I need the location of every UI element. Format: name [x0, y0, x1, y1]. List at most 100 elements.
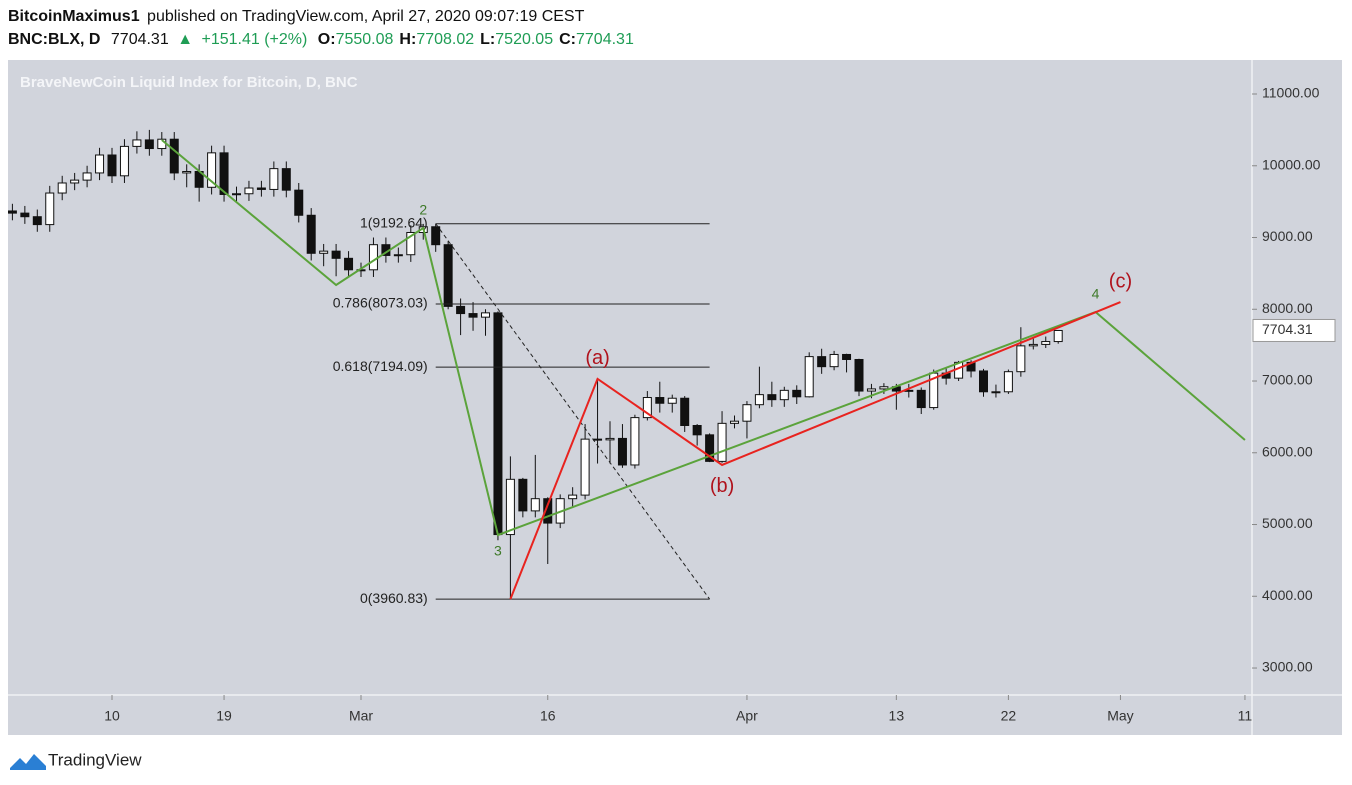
candle-body	[244, 187, 254, 195]
candle-body	[294, 189, 304, 216]
candle-body	[431, 226, 441, 246]
candle-body	[70, 179, 80, 184]
candle-body	[393, 254, 403, 257]
candle-body	[8, 210, 17, 214]
candle-body	[817, 356, 827, 368]
ohlc-key: C:	[559, 31, 576, 48]
candle-body	[468, 313, 478, 318]
ohlc-value: 7704.31	[576, 31, 634, 48]
candle-body	[667, 397, 677, 404]
y-tick-label: 4000.00	[1262, 587, 1313, 603]
y-tick-label: 3000.00	[1262, 659, 1313, 675]
wave-line	[161, 139, 1246, 537]
candle-body	[767, 394, 777, 401]
candle-body	[107, 154, 117, 177]
x-tick-label: Mar	[349, 708, 373, 724]
candle-body	[692, 425, 702, 436]
candle-body	[543, 498, 553, 524]
candle-body	[456, 305, 466, 315]
header-line: BitcoinMaximus1 published on TradingView…	[8, 8, 585, 25]
ohlc-value: 7708.02	[416, 31, 474, 48]
candle-body	[655, 397, 665, 404]
candle-body	[991, 391, 1001, 394]
price: 7704.31	[111, 31, 169, 48]
candle-body	[1053, 329, 1063, 343]
ohlc-key: O:	[318, 31, 336, 48]
candle-body	[281, 168, 291, 191]
candle-body	[119, 145, 129, 177]
candle-body	[916, 389, 926, 409]
candle-body	[680, 397, 690, 427]
candle-body	[879, 386, 889, 390]
candle-body	[219, 152, 229, 195]
wave-line	[509, 301, 1121, 600]
author: BitcoinMaximus1	[8, 8, 140, 25]
candle-body	[979, 370, 988, 393]
candle-body	[1016, 345, 1026, 373]
candle-body	[95, 154, 105, 174]
ohlc-value: 7520.05	[495, 31, 553, 48]
y-tick-label: 11000.00	[1262, 85, 1320, 101]
candle-body	[804, 356, 814, 398]
ohlc-key: H:	[399, 31, 416, 48]
wave-label: 2	[419, 202, 427, 218]
candle-body	[169, 138, 179, 174]
last-price-box	[1252, 318, 1336, 342]
candle-body	[344, 257, 354, 271]
candle-body	[182, 171, 192, 174]
candle-body	[256, 187, 266, 190]
candle-body	[505, 478, 515, 536]
candle-body	[45, 192, 55, 226]
last-price-label: 7704.31	[1262, 321, 1313, 337]
candle-body	[82, 172, 92, 181]
candle-body	[443, 244, 453, 307]
candle-body	[568, 494, 578, 500]
published: published on TradingView.com, April 27, …	[147, 8, 585, 25]
ohlc-value: 7550.08	[336, 31, 394, 48]
chart-background	[8, 60, 1342, 735]
x-tick-label: 10	[104, 708, 120, 724]
candle-body	[842, 353, 852, 360]
candle-body	[493, 312, 503, 536]
wave-label: 4	[1092, 286, 1100, 302]
candle-body	[630, 417, 640, 466]
y-tick-label: 9000.00	[1262, 228, 1313, 244]
candle-body	[580, 438, 590, 496]
y-tick-label: 5000.00	[1262, 515, 1313, 531]
candle-body	[207, 152, 217, 188]
candle-body	[829, 353, 839, 368]
wave-label: (a)	[585, 347, 609, 369]
candle-body	[779, 389, 789, 401]
candle-body	[481, 312, 490, 318]
wave-label: (c)	[1109, 270, 1132, 292]
wave-label: (b)	[710, 475, 734, 497]
y-tick-label: 7000.00	[1262, 372, 1313, 388]
up-arrow: ▲	[177, 31, 193, 48]
x-tick-label: May	[1107, 708, 1133, 724]
symbol: BNC:BLX, D	[8, 31, 100, 48]
candle-body	[518, 478, 528, 512]
candle-body	[642, 397, 652, 419]
candle-body	[132, 139, 142, 147]
x-tick-label: 19	[216, 708, 232, 724]
candle-body	[306, 214, 316, 254]
x-tick-label: 13	[889, 708, 905, 724]
candle-body	[792, 389, 802, 398]
candle-body	[1028, 343, 1038, 347]
candle-body	[854, 358, 864, 392]
candle-body	[866, 388, 876, 392]
logo-icon	[10, 754, 46, 770]
candle-body	[754, 394, 764, 406]
logo	[10, 754, 46, 770]
candle-body	[368, 244, 378, 271]
y-tick-label: 8000.00	[1262, 300, 1313, 316]
overlay: 1(9192.64) 0.786(8073.03) 0.618(7194.09) 0(…	[333, 202, 1132, 606]
candle-body	[1003, 371, 1013, 393]
candle-body	[617, 437, 627, 466]
candle-body	[331, 250, 341, 259]
fib-label: 0.618(7194.09)	[333, 358, 428, 374]
candle-body	[232, 193, 241, 196]
candle-body	[144, 139, 154, 150]
